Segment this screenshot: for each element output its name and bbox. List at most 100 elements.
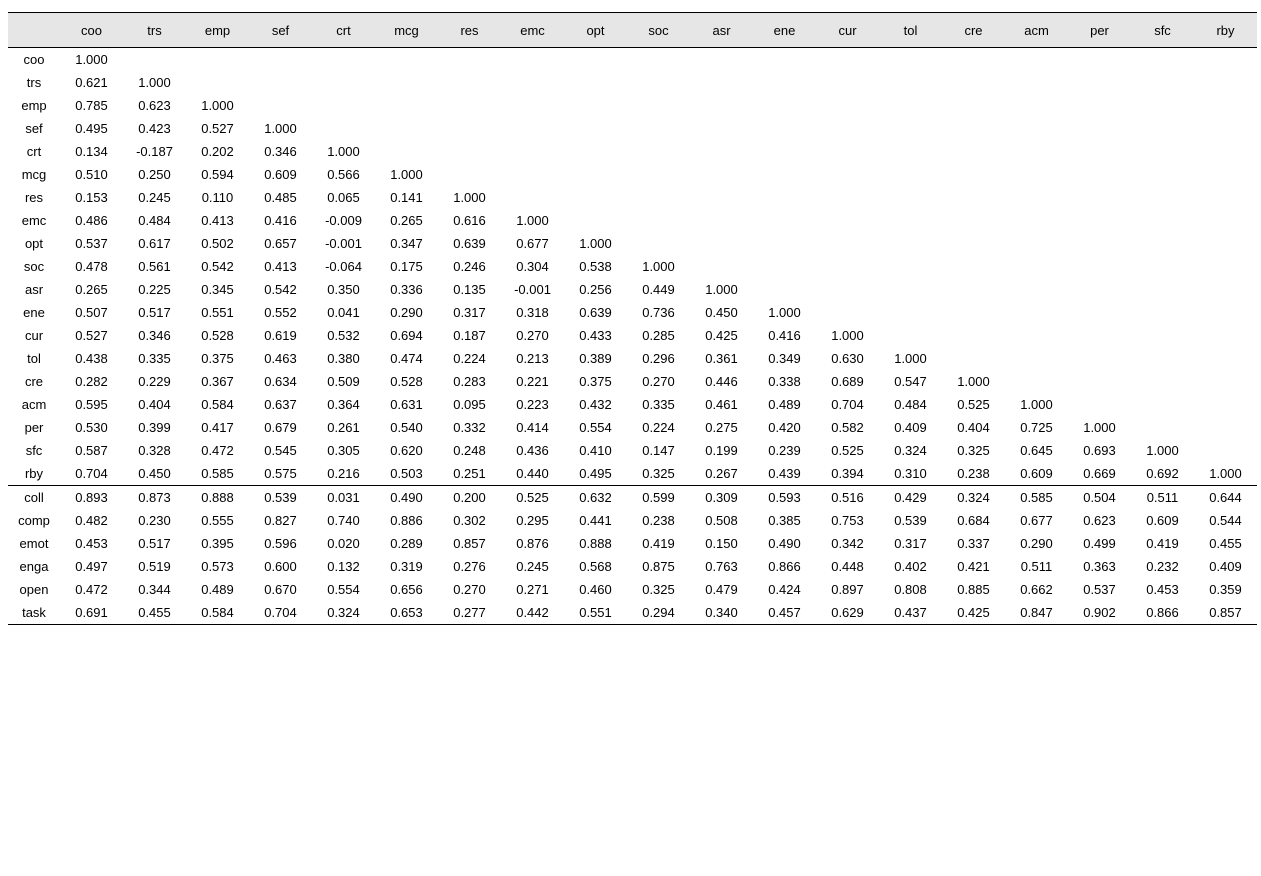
cell-opt-mcg: 0.347 [375, 232, 438, 255]
cell-per-cur: 0.582 [816, 416, 879, 439]
row-label-enga: enga [8, 555, 60, 578]
cell-sfc-cre: 0.325 [942, 439, 1005, 462]
cell-opt-acm [1005, 232, 1068, 255]
cell-res-emp: 0.110 [186, 186, 249, 209]
cell-enga-sef: 0.600 [249, 555, 312, 578]
cell-sef-sfc [1131, 117, 1194, 140]
cell-asr-tol [879, 278, 942, 301]
cell-sef-cur [816, 117, 879, 140]
cell-trs-rby [1194, 71, 1257, 94]
table-row-cre: cre0.2820.2290.3670.6340.5090.5280.2830.… [8, 370, 1257, 393]
cell-comp-res: 0.302 [438, 509, 501, 532]
cell-coll-mcg: 0.490 [375, 486, 438, 510]
cell-emp-sef [249, 94, 312, 117]
cell-sfc-acm: 0.645 [1005, 439, 1068, 462]
cell-sef-sef: 1.000 [249, 117, 312, 140]
cell-res-crt: 0.065 [312, 186, 375, 209]
cell-per-crt: 0.261 [312, 416, 375, 439]
cell-sef-tol [879, 117, 942, 140]
col-header-coo: coo [60, 13, 123, 48]
cell-comp-rby: 0.544 [1194, 509, 1257, 532]
cell-open-sfc: 0.453 [1131, 578, 1194, 601]
cell-sfc-sfc: 1.000 [1131, 439, 1194, 462]
table-row-emc: emc0.4860.4840.4130.416-0.0090.2650.6161… [8, 209, 1257, 232]
cell-rby-acm: 0.609 [1005, 462, 1068, 486]
cell-tol-emp: 0.375 [186, 347, 249, 370]
cell-mcg-sef: 0.609 [249, 163, 312, 186]
cell-emp-per [1068, 94, 1131, 117]
cell-res-coo: 0.153 [60, 186, 123, 209]
cell-enga-res: 0.276 [438, 555, 501, 578]
cell-trs-trs: 1.000 [123, 71, 186, 94]
cell-ene-res: 0.317 [438, 301, 501, 324]
cell-crt-emc [501, 140, 564, 163]
cell-tol-crt: 0.380 [312, 347, 375, 370]
cell-sef-coo: 0.495 [60, 117, 123, 140]
cell-rby-crt: 0.216 [312, 462, 375, 486]
cell-opt-ene [753, 232, 816, 255]
cell-per-acm: 0.725 [1005, 416, 1068, 439]
col-header-cre: cre [942, 13, 1005, 48]
cell-cre-rby [1194, 370, 1257, 393]
cell-sfc-sef: 0.545 [249, 439, 312, 462]
cell-emc-rby [1194, 209, 1257, 232]
row-label-open: open [8, 578, 60, 601]
row-label-coll: coll [8, 486, 60, 510]
row-label-acm: acm [8, 393, 60, 416]
cell-acm-trs: 0.404 [123, 393, 186, 416]
cell-task-cur: 0.629 [816, 601, 879, 625]
cell-enga-rby: 0.409 [1194, 555, 1257, 578]
cell-coo-emp [186, 48, 249, 72]
cell-coll-acm: 0.585 [1005, 486, 1068, 510]
row-label-cre: cre [8, 370, 60, 393]
cell-open-cre: 0.885 [942, 578, 1005, 601]
table-row-tol: tol0.4380.3350.3750.4630.3800.4740.2240.… [8, 347, 1257, 370]
row-label-mcg: mcg [8, 163, 60, 186]
cell-opt-cre [942, 232, 1005, 255]
cell-soc-trs: 0.561 [123, 255, 186, 278]
cell-trs-tol [879, 71, 942, 94]
cell-emc-sef: 0.416 [249, 209, 312, 232]
cell-cur-trs: 0.346 [123, 324, 186, 347]
cell-mcg-coo: 0.510 [60, 163, 123, 186]
cell-task-mcg: 0.653 [375, 601, 438, 625]
cell-enga-trs: 0.519 [123, 555, 186, 578]
cell-emc-opt [564, 209, 627, 232]
table-row-opt: opt0.5370.6170.5020.657-0.0010.3470.6390… [8, 232, 1257, 255]
cell-acm-res: 0.095 [438, 393, 501, 416]
cell-tol-sef: 0.463 [249, 347, 312, 370]
cell-tol-emc: 0.213 [501, 347, 564, 370]
cell-soc-sef: 0.413 [249, 255, 312, 278]
cell-cre-per [1068, 370, 1131, 393]
cell-tol-coo: 0.438 [60, 347, 123, 370]
cell-enga-asr: 0.763 [690, 555, 753, 578]
cell-soc-emp: 0.542 [186, 255, 249, 278]
table-row-per: per0.5300.3990.4170.6790.2610.5400.3320.… [8, 416, 1257, 439]
cell-cur-opt: 0.433 [564, 324, 627, 347]
cell-mcg-mcg: 1.000 [375, 163, 438, 186]
cell-rby-cre: 0.238 [942, 462, 1005, 486]
cell-coo-tol [879, 48, 942, 72]
cell-task-soc: 0.294 [627, 601, 690, 625]
cell-coll-sef: 0.539 [249, 486, 312, 510]
col-header-opt: opt [564, 13, 627, 48]
cell-cur-sef: 0.619 [249, 324, 312, 347]
cell-coo-cre [942, 48, 1005, 72]
cell-trs-acm [1005, 71, 1068, 94]
cell-cre-emp: 0.367 [186, 370, 249, 393]
cell-emc-crt: -0.009 [312, 209, 375, 232]
cell-cre-res: 0.283 [438, 370, 501, 393]
cell-acm-sef: 0.637 [249, 393, 312, 416]
cell-asr-crt: 0.350 [312, 278, 375, 301]
cell-coll-opt: 0.632 [564, 486, 627, 510]
cell-emp-ene [753, 94, 816, 117]
cell-opt-sfc [1131, 232, 1194, 255]
col-header-ene: ene [753, 13, 816, 48]
cell-task-opt: 0.551 [564, 601, 627, 625]
cell-soc-acm [1005, 255, 1068, 278]
cell-coll-ene: 0.593 [753, 486, 816, 510]
cell-asr-cre [942, 278, 1005, 301]
cell-rby-emc: 0.440 [501, 462, 564, 486]
cell-acm-opt: 0.432 [564, 393, 627, 416]
cell-crt-cre [942, 140, 1005, 163]
